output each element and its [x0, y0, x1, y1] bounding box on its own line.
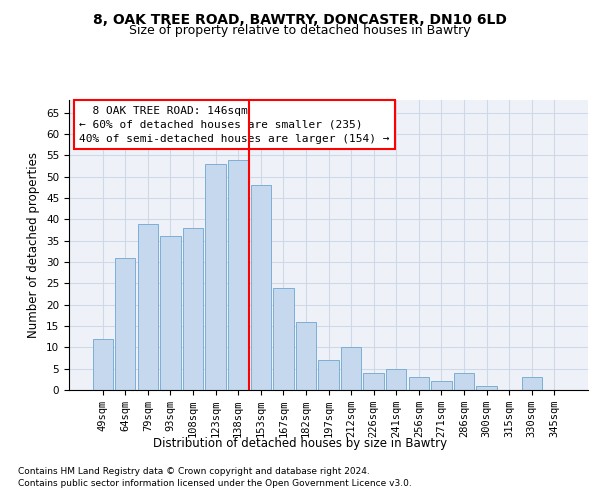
Text: Contains HM Land Registry data © Crown copyright and database right 2024.: Contains HM Land Registry data © Crown c… — [18, 468, 370, 476]
Text: Contains public sector information licensed under the Open Government Licence v3: Contains public sector information licen… — [18, 478, 412, 488]
Text: Size of property relative to detached houses in Bawtry: Size of property relative to detached ho… — [129, 24, 471, 37]
Bar — [138, 224, 158, 390]
Bar — [251, 186, 271, 390]
Text: Distribution of detached houses by size in Bawtry: Distribution of detached houses by size … — [153, 438, 447, 450]
Bar — [409, 377, 429, 390]
Bar — [364, 373, 384, 390]
Bar — [228, 160, 248, 390]
Bar — [183, 228, 203, 390]
Bar — [205, 164, 226, 390]
Bar — [521, 377, 542, 390]
Y-axis label: Number of detached properties: Number of detached properties — [28, 152, 40, 338]
Bar — [454, 373, 474, 390]
Text: 8, OAK TREE ROAD, BAWTRY, DONCASTER, DN10 6LD: 8, OAK TREE ROAD, BAWTRY, DONCASTER, DN1… — [93, 12, 507, 26]
Bar — [160, 236, 181, 390]
Bar — [431, 382, 452, 390]
Bar — [319, 360, 338, 390]
Bar — [296, 322, 316, 390]
Bar — [273, 288, 293, 390]
Bar — [115, 258, 136, 390]
Bar — [476, 386, 497, 390]
Text: 8 OAK TREE ROAD: 146sqm  
← 60% of detached houses are smaller (235)
40% of semi: 8 OAK TREE ROAD: 146sqm ← 60% of detache… — [79, 106, 390, 144]
Bar — [386, 368, 406, 390]
Bar — [341, 348, 361, 390]
Bar — [92, 339, 113, 390]
